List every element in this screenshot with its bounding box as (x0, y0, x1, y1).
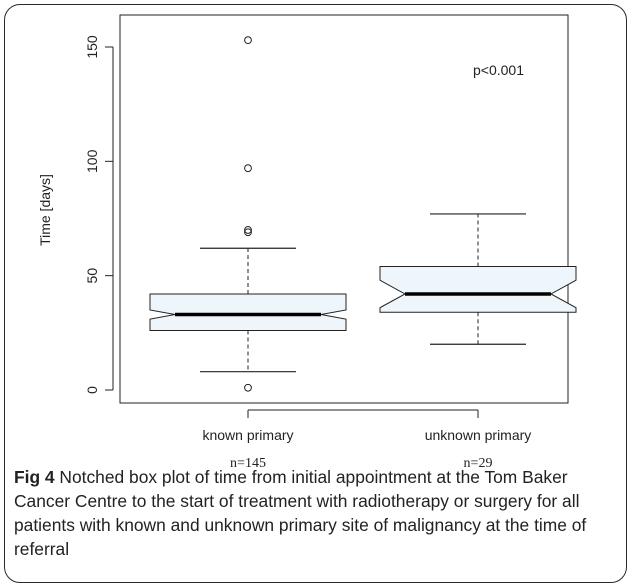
y-tick-label: 0 (84, 386, 100, 394)
x-axis: known primary n=145 unknown primary n=29 (202, 409, 532, 470)
notched-box (379, 266, 577, 313)
sample-size-label: n=145 (230, 456, 266, 470)
boxes (149, 36, 577, 392)
x-tick-label: unknown primary (425, 427, 532, 443)
y-tick-label: 100 (84, 149, 100, 173)
box-group (379, 213, 577, 345)
box-plot: 0 50 100 150 Time [days] known primary n=145… (37, 14, 577, 470)
p-value-annotation: p<0.001 (473, 62, 524, 78)
figure-caption: Fig 4 Notched box plot of time from init… (14, 465, 614, 561)
plot-area (119, 14, 569, 404)
figure-label: Fig 4 (14, 467, 55, 487)
outlier-point (244, 226, 252, 234)
x-tick-label: known primary (202, 427, 293, 443)
y-tick-label: 50 (84, 268, 100, 284)
box-group (149, 36, 347, 392)
outlier-point (244, 36, 252, 45)
outlier-point (244, 164, 252, 173)
outlier-point (244, 383, 252, 392)
caption-text: Notched box plot of time from initial ap… (14, 467, 587, 559)
notched-box (149, 293, 347, 332)
outlier-point (244, 228, 252, 237)
y-axis-label: Time [days] (37, 174, 53, 246)
y-tick-label: 150 (84, 35, 100, 59)
y-axis: 0 50 100 150 (84, 35, 114, 394)
sample-size-label: n=29 (464, 456, 493, 470)
